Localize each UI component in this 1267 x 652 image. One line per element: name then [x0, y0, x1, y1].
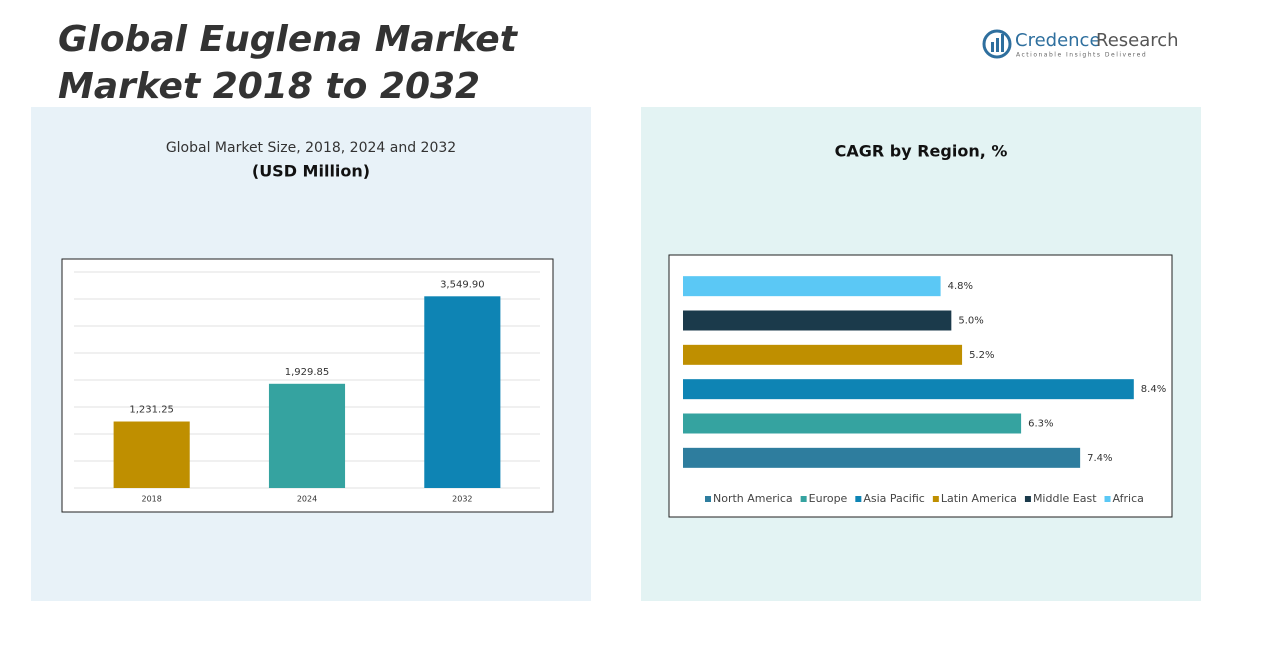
- x-tick-label: 2018: [141, 495, 161, 504]
- chart-title: Global Market Size, 2018, 2024 and 2032: [166, 140, 456, 156]
- value-label: 1,231.25: [129, 405, 174, 416]
- value-label: 8.4%: [1141, 384, 1166, 395]
- value-label: 7.4%: [1087, 453, 1112, 464]
- legend-swatch: [1024, 496, 1031, 502]
- logo-icon: [996, 38, 999, 52]
- bar: [683, 276, 941, 297]
- bar: [683, 310, 952, 331]
- bar: [424, 296, 501, 488]
- legend-label: Europe: [809, 492, 848, 505]
- legend-label: Africa: [1113, 492, 1144, 505]
- logo-brand: Credence: [1015, 30, 1101, 51]
- value-label: 5.0%: [958, 316, 983, 327]
- legend-swatch: [932, 496, 939, 502]
- bar: [683, 447, 1081, 468]
- chart-title: CAGR by Region, %: [835, 142, 1008, 161]
- logo: Credence Research Actionable Insights De…: [982, 29, 1179, 59]
- x-tick-label: 2024: [297, 495, 317, 504]
- chart-subtitle: (USD Million): [252, 162, 370, 181]
- bar: [268, 383, 346, 488]
- logo-icon: [1001, 34, 1004, 52]
- logo-tagline: Actionable Insights Delivered: [1016, 52, 1147, 59]
- bar: [683, 344, 963, 365]
- value-label: 4.8%: [948, 281, 973, 292]
- title-line: Global Euglena Market: [58, 19, 519, 60]
- bar: [683, 413, 1022, 434]
- logo-icon: [982, 29, 1012, 59]
- value-label: 1,929.85: [285, 367, 330, 378]
- logo-brand: Research: [1096, 30, 1179, 51]
- legend-swatch: [1104, 496, 1111, 502]
- legend-swatch: [705, 496, 711, 502]
- value-label: 6.3%: [1028, 419, 1053, 430]
- legend-label: Middle East: [1033, 492, 1097, 505]
- x-tick-label: 2032: [452, 495, 472, 504]
- title-line: Market 2018 to 2032: [58, 66, 480, 107]
- legend-label: North America: [713, 492, 793, 505]
- bar: [113, 421, 190, 488]
- value-label: 5.2%: [969, 350, 994, 361]
- legend-swatch: [800, 496, 807, 502]
- logo-icon: [991, 42, 994, 52]
- value-label: 3,549.90: [440, 279, 485, 290]
- legend-label: Asia Pacific: [863, 492, 925, 505]
- legend-label: Latin America: [941, 492, 1017, 505]
- legend-swatch: [855, 496, 862, 502]
- bar: [683, 379, 1134, 400]
